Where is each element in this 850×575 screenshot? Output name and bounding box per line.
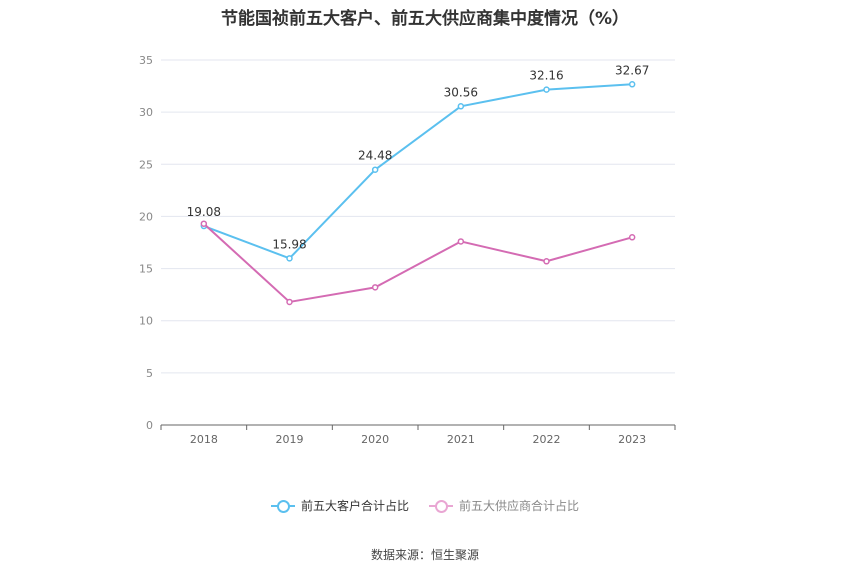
data-point	[628, 234, 636, 241]
series	[200, 81, 636, 306]
data-label: 32.16	[529, 69, 563, 83]
data-point	[371, 284, 379, 291]
y-tick-label: 30	[139, 106, 153, 119]
legend-label-suppliers: 前五大供应商合计占比	[459, 499, 580, 513]
source-note: 数据来源：恒生聚源	[370, 548, 479, 562]
data-label: 30.56	[444, 85, 478, 99]
y-tick-label: 10	[139, 315, 153, 328]
data-point	[628, 81, 636, 88]
data-label: 32.67	[615, 63, 649, 77]
x-tick-label: 2022	[533, 433, 561, 446]
data-point	[371, 166, 379, 173]
data-point	[286, 255, 293, 262]
chart-title: 节能国祯前五大客户、前五大供应商集中度情况（%）	[220, 9, 630, 29]
legend-swatch-suppliers	[429, 499, 453, 513]
y-tick-label: 25	[139, 158, 153, 171]
x-tick-label: 2023	[618, 433, 646, 446]
x-tick-label: 2019	[276, 433, 304, 446]
data-point	[457, 238, 465, 245]
legend-item-suppliers[interactable]: 前五大供应商合计占比	[429, 497, 579, 514]
series-line-0	[203, 83, 633, 260]
data-label: 19.08	[187, 205, 221, 219]
y-tick-label: 35	[139, 54, 153, 67]
legend-swatch-customers	[270, 499, 295, 513]
x-tick-label: 2021	[447, 433, 475, 446]
y-tick-label: 15	[139, 263, 153, 276]
legend-item-customers[interactable]: 前五大客户合计占比	[270, 497, 409, 514]
x-tick-label: 2020	[361, 433, 389, 446]
data-point	[457, 103, 465, 110]
data-point	[543, 258, 550, 265]
legend-label-customers: 前五大客户合计占比	[300, 499, 409, 513]
legend: 前五大客户合计占比 前五大供应商合计占比	[0, 497, 850, 514]
data-label: 15.98	[272, 237, 306, 251]
y-tick-label: 20	[139, 210, 153, 223]
series-line-1	[203, 222, 633, 303]
data-labels: 19.08 15.98 24.48 30.56 32.16 32.67	[187, 63, 650, 251]
data-point	[543, 86, 550, 93]
x-tick-label: 2018	[190, 433, 218, 446]
y-tick-label: 0	[146, 419, 153, 432]
data-point	[286, 298, 293, 306]
axes: 0 5 10 15 20 25 30 35 2018 2019 2020 2021 2022 2023	[139, 54, 676, 446]
data-label: 24.48	[358, 149, 392, 163]
data-point	[200, 220, 208, 227]
gridlines	[161, 59, 675, 374]
y-tick-label: 5	[146, 367, 153, 380]
